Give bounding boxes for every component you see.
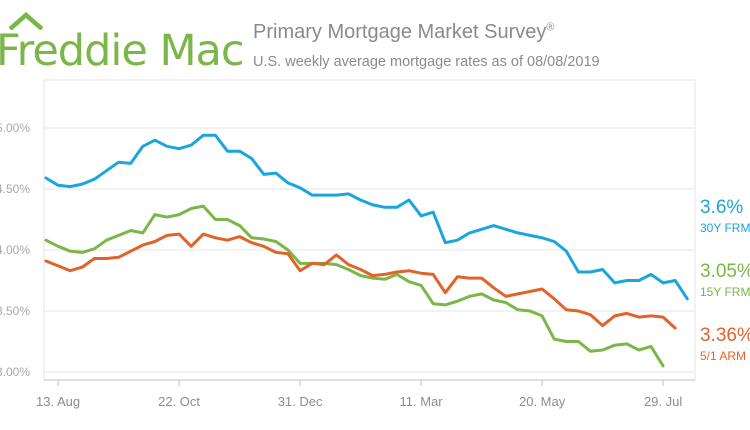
y-tick-label: 4.50% (0, 182, 30, 196)
legend-15y-value: 3.05% (700, 261, 750, 282)
grid (43, 79, 696, 381)
legend-15y-label: 15Y FRM (700, 285, 750, 299)
legend-15y: 3.05% 15Y FRM (700, 261, 750, 300)
x-tick-label: 20. May (519, 394, 566, 409)
y-tick-label: 3.50% (0, 304, 30, 318)
x-axis: 13. Aug 22. Oct 31. Dec 11. Mar 20. May 29. J… (36, 379, 695, 409)
house-roof-icon (8, 12, 44, 30)
series-line-15y-frm (44, 204, 665, 368)
registered-mark: ® (546, 21, 555, 34)
x-tick-label: 11. Mar (400, 394, 444, 409)
legend-arm: 3.36% 5/1 ARM (700, 325, 750, 364)
series-lines (44, 133, 689, 368)
y-tick-label: 4.00% (0, 243, 30, 257)
legend-30y-label: 30Y FRM (700, 221, 750, 235)
y-tick-label: 3.00% (0, 365, 30, 379)
chart-subtitle: U.S. weekly average mortgage rates as of… (253, 54, 600, 70)
logo-text: Freddie Mac (0, 26, 245, 76)
legend-arm-label: 5/1 ARM (700, 349, 747, 363)
legend-30y: 3.6% 30Y FRM (700, 197, 750, 236)
legend-30y-value: 3.6% (700, 197, 744, 218)
y-tick-label: 5.00% (0, 121, 30, 135)
y-axis: 3.00% 3.50% 4.00% 4.50% 5.00% (0, 121, 30, 379)
series-line-30y-frm (44, 133, 689, 301)
x-tick-label: 22. Oct (158, 394, 200, 409)
freddie-mac-logo: Freddie Mac (0, 4, 245, 76)
x-tick-label: 29. Jul (644, 394, 682, 409)
series-line-5-1-arm (44, 232, 677, 330)
x-tick-label: 31. Dec (278, 394, 323, 409)
x-tick-label: 13. Aug (36, 394, 80, 409)
plot-frame (43, 79, 696, 381)
legend-arm-value: 3.36% (700, 325, 750, 346)
chart-title-text: Primary Mortgage Market Survey (253, 21, 547, 43)
chart-title: Primary Mortgage Market Survey® (253, 21, 555, 44)
